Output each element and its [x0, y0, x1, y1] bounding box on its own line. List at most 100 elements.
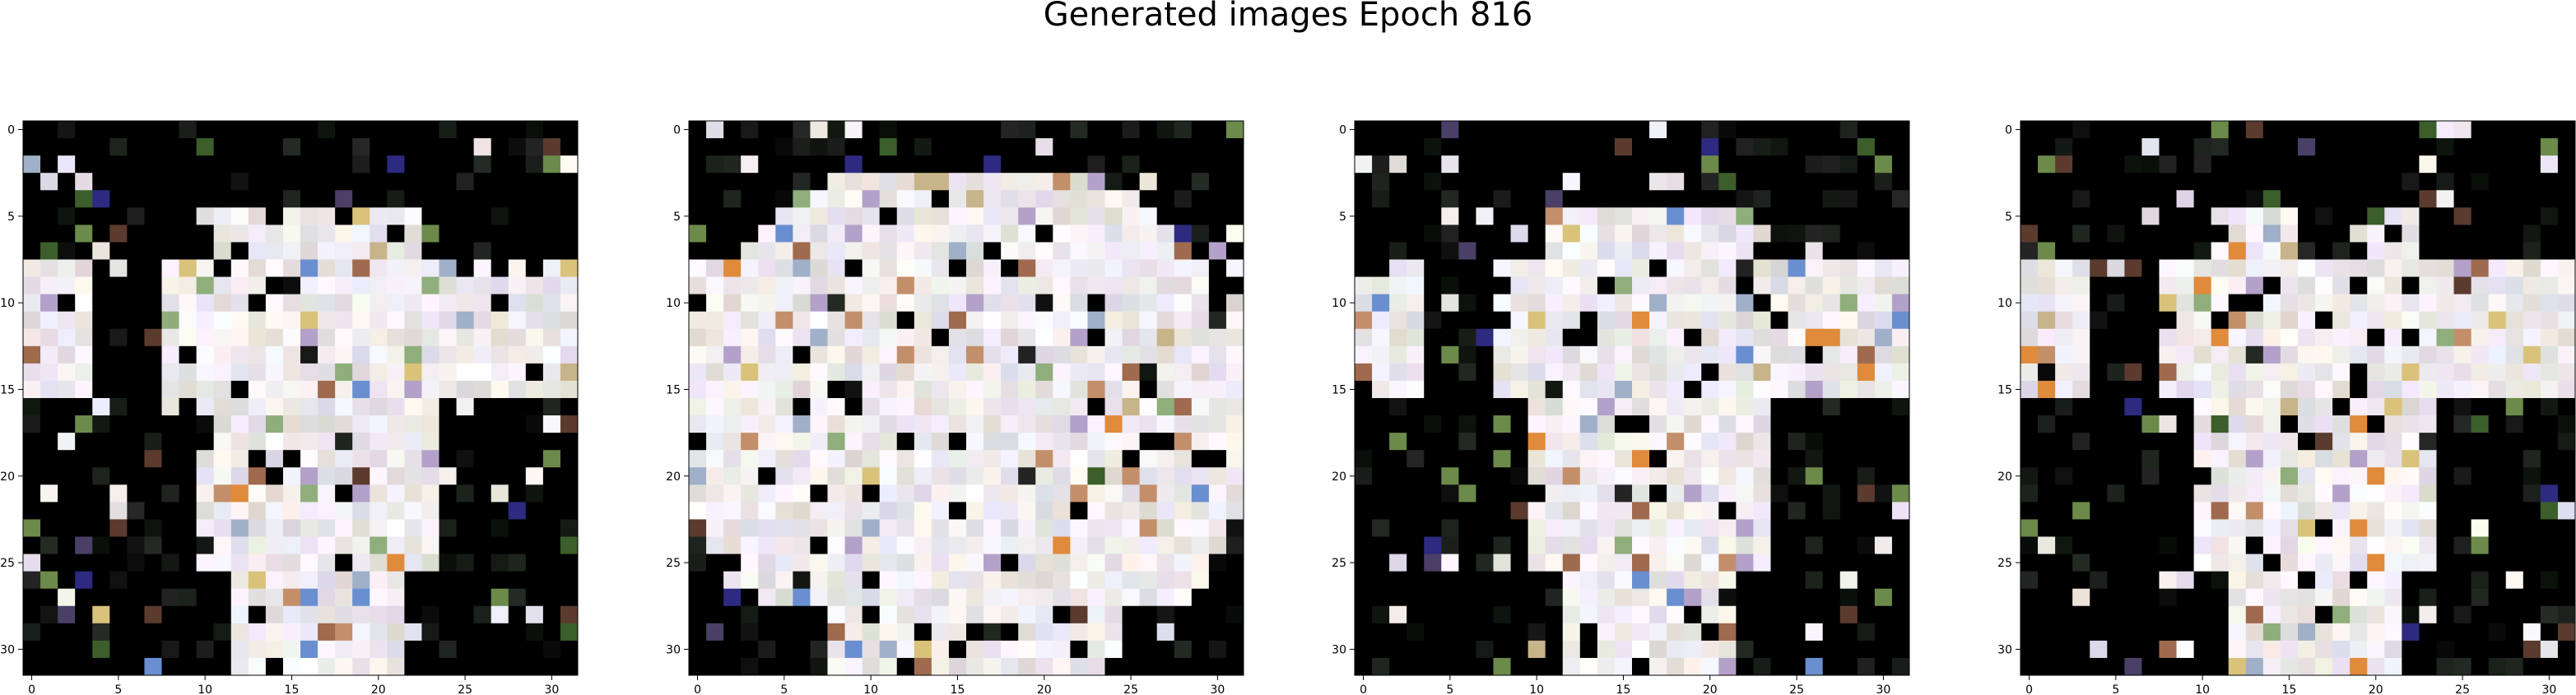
image-pixel [58, 398, 75, 415]
image-pixel [474, 398, 491, 415]
image-pixel [1157, 277, 1174, 294]
image-pixel [352, 329, 370, 346]
image-pixel [1528, 225, 1546, 242]
image-pixel [127, 484, 144, 502]
image-pixel [2194, 312, 2211, 329]
image-pixel [214, 415, 231, 433]
image-pixel [2246, 138, 2263, 155]
image-pixel [2350, 415, 2367, 433]
image-pixel [1389, 346, 1407, 364]
image-pixel [689, 519, 706, 536]
image-pixel [932, 381, 949, 398]
image-pixel [2437, 606, 2454, 623]
image-pixel [2020, 554, 2038, 572]
image-pixel [793, 641, 810, 658]
image-pixel [2298, 155, 2315, 173]
image-pixel [2558, 346, 2575, 364]
image-pixel [1563, 312, 1580, 329]
image-pixel [897, 519, 914, 536]
image-pixel [1070, 398, 1087, 415]
image-pixel [1441, 294, 1458, 312]
image-pixel [2332, 589, 2350, 606]
image-pixel [1597, 398, 1615, 415]
image-pixel [2454, 364, 2471, 381]
image-pixel [1771, 537, 1788, 554]
image-pixel [1753, 589, 1770, 606]
image-pixel [1597, 329, 1615, 346]
image-pixel [1209, 173, 1226, 190]
image-pixel [845, 589, 863, 606]
image-pixel [2281, 554, 2298, 572]
image-pixel [1546, 589, 1563, 606]
image-pixel [775, 398, 793, 415]
image-pixel [1424, 381, 1441, 398]
image-pixel [2419, 242, 2436, 259]
image-pixel [1649, 450, 1667, 467]
image-pixel [1563, 225, 1580, 242]
image-pixel [1140, 260, 1157, 277]
image-pixel [109, 190, 127, 207]
image-pixel [2107, 329, 2124, 346]
image-pixel [2471, 294, 2489, 312]
image-pixel [1788, 641, 1806, 658]
image-pixel [335, 277, 352, 294]
image-pixel [1174, 589, 1192, 606]
image-pixel [863, 484, 880, 502]
image-pixel [92, 641, 109, 658]
image-pixel [689, 242, 706, 259]
image-pixel [1424, 641, 1441, 658]
image-pixel [1209, 364, 1226, 381]
image-pixel [775, 484, 793, 502]
image-pixel [2541, 433, 2558, 450]
image-pixel [1174, 572, 1192, 589]
image-pixel [92, 190, 109, 207]
image-pixel [2246, 242, 2263, 259]
image-pixel [2367, 346, 2384, 364]
image-pixel [109, 346, 127, 364]
image-pixel [109, 537, 127, 554]
image-pixel [58, 519, 75, 536]
image-pixel [1632, 277, 1649, 294]
image-pixel [1649, 519, 1667, 536]
image-pixel [439, 484, 457, 502]
image-pixel [526, 537, 543, 554]
image-pixel [2332, 190, 2350, 207]
image-pixel [1528, 155, 1546, 173]
image-pixel [2020, 658, 2038, 675]
image-pixel [1875, 658, 1892, 675]
image-pixel [949, 467, 966, 484]
image-pixel [1476, 623, 1493, 641]
image-pixel [758, 606, 775, 623]
image-pixel [706, 364, 723, 381]
image-pixel [509, 277, 526, 294]
image-pixel [560, 207, 578, 225]
image-pixel [1875, 589, 1892, 606]
image-pixel [1174, 433, 1192, 450]
image-pixel [2160, 312, 2177, 329]
image-pixel [2506, 623, 2523, 641]
image-pixel [1771, 121, 1788, 138]
image-pixel [491, 277, 509, 294]
image-pixel [179, 277, 197, 294]
image-pixel [2229, 641, 2246, 658]
image-pixel [1667, 623, 1684, 641]
image-pixel [1701, 433, 1718, 450]
image-pixel [2558, 589, 2575, 606]
image-pixel [1389, 537, 1407, 554]
image-pixel [1458, 658, 1476, 675]
image-pixel [1174, 381, 1192, 398]
image-pixel [1458, 433, 1476, 450]
image-pixel [109, 606, 127, 623]
image-pixel [2055, 606, 2072, 623]
image-pixel [1458, 121, 1476, 138]
image-pixel [1632, 138, 1649, 155]
image-pixel [1123, 312, 1140, 329]
image-pixel [2229, 606, 2246, 623]
image-pixel [1771, 467, 1788, 484]
image-pixel [1140, 329, 1157, 346]
image-pixel [1424, 173, 1441, 190]
image-pixel [810, 398, 827, 415]
image-pixel [2038, 364, 2055, 381]
image-pixel [1458, 415, 1476, 433]
image-pixel [2263, 415, 2281, 433]
